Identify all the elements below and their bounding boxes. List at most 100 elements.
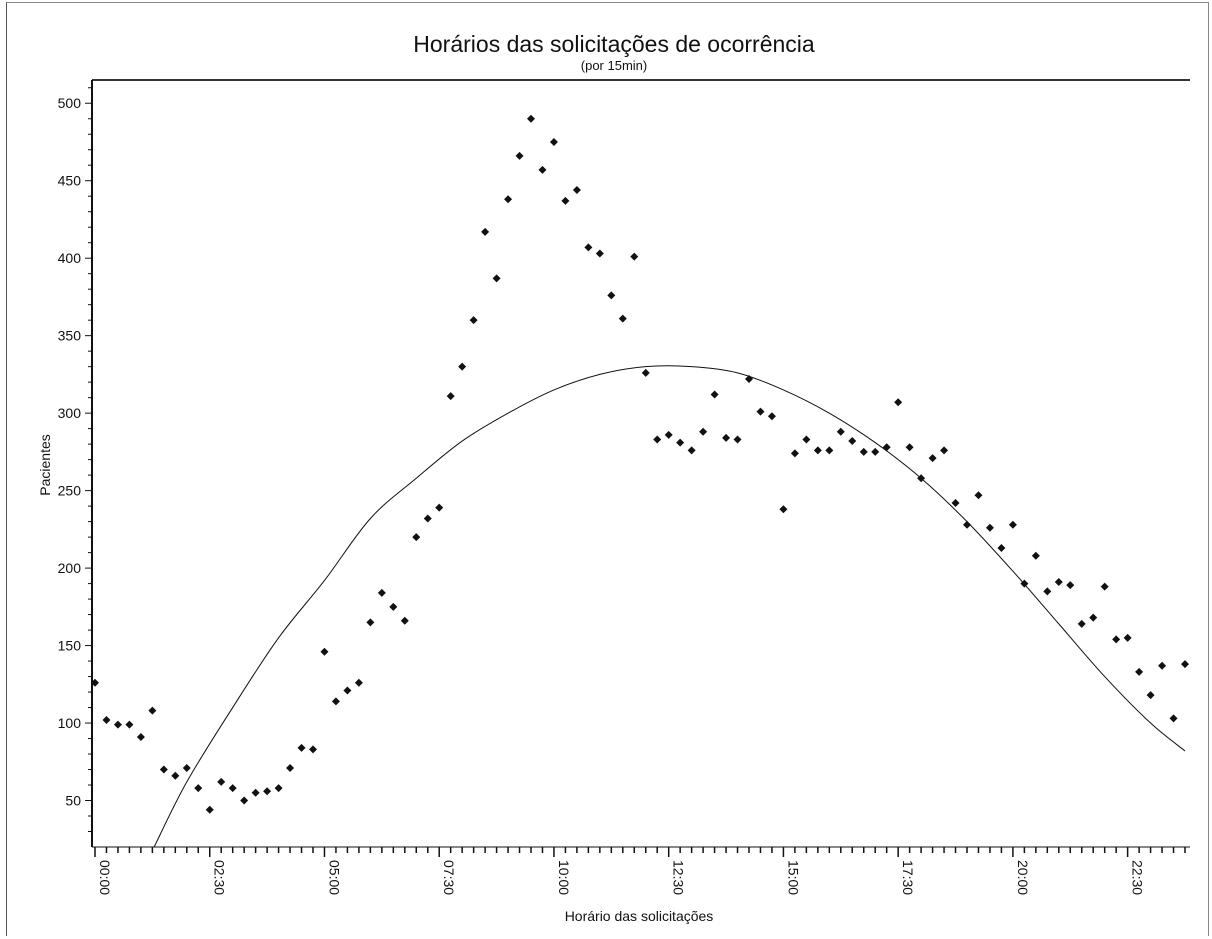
data-point (974, 491, 983, 500)
data-point (1158, 661, 1167, 670)
chart-title: Horários das solicitações de ocorrência (413, 31, 815, 57)
data-point (1066, 581, 1075, 590)
data-point (1123, 633, 1132, 642)
data-point (1008, 520, 1017, 529)
data-point (882, 443, 891, 452)
data-point (217, 777, 226, 786)
data-point (905, 443, 914, 452)
data-point (125, 720, 134, 729)
data-point (423, 514, 432, 523)
x-axis-ticks: 00:00 02:30 05:00 07:30 10:00 12:30 15:00 17:30… (94, 847, 1186, 895)
x-tick-label: 17:30 (900, 860, 916, 895)
data-point (963, 520, 971, 529)
data-point (389, 602, 398, 611)
y-tick-label: 100 (58, 715, 82, 731)
data-point (951, 499, 960, 508)
data-point (102, 715, 111, 724)
data-point (1031, 551, 1040, 560)
data-point (343, 686, 352, 695)
data-point (515, 151, 524, 160)
x-tick-label: 12:30 (671, 860, 687, 895)
y-tick-label: 350 (58, 328, 82, 344)
data-point (1089, 613, 1098, 622)
data-point (412, 533, 421, 542)
data-point (1135, 667, 1144, 676)
x-tick-label: 22:30 (1130, 860, 1146, 895)
data-point (205, 805, 214, 814)
data-point (446, 392, 455, 401)
data-point (825, 446, 834, 455)
data-point (228, 784, 237, 793)
chart-subtitle: (por 15min) (581, 58, 647, 73)
data-point (159, 765, 168, 774)
data-point (194, 784, 203, 793)
data-point (641, 368, 650, 377)
data-point (377, 588, 386, 597)
data-point (630, 252, 639, 261)
data-point (722, 433, 731, 442)
data-point (848, 437, 857, 446)
y-tick-label: 500 (58, 95, 82, 111)
data-point (182, 763, 191, 772)
data-point (1181, 660, 1189, 669)
data-point (767, 412, 776, 421)
data-point (1054, 578, 1063, 587)
y-tick-label: 250 (58, 483, 82, 499)
data-point (871, 447, 880, 456)
y-tick-label: 300 (58, 405, 82, 421)
data-point (1169, 714, 1178, 723)
data-point (113, 720, 122, 729)
data-point (458, 362, 467, 371)
data-point (813, 446, 822, 455)
data-point (320, 647, 329, 656)
data-point (859, 447, 868, 456)
data-point (1077, 619, 1086, 628)
data-point (251, 788, 260, 797)
data-point (699, 427, 708, 436)
data-point (584, 243, 593, 252)
data-point (779, 505, 788, 514)
data-point (940, 446, 949, 455)
x-tick-label: 20:00 (1015, 860, 1031, 895)
data-point (331, 697, 340, 706)
data-point (286, 763, 295, 772)
y-axis-label: Pacientes (37, 434, 53, 495)
data-point (91, 678, 99, 687)
data-point (1112, 635, 1121, 644)
data-point (400, 616, 409, 625)
x-tick-label: 07:30 (441, 860, 457, 895)
y-tick-label: 150 (58, 638, 82, 654)
data-point (435, 503, 444, 512)
data-point (618, 314, 627, 323)
data-point (985, 523, 994, 532)
data-point (894, 398, 903, 407)
data-point (1043, 587, 1052, 596)
data-point (504, 195, 513, 204)
data-point (676, 438, 685, 447)
data-point (653, 435, 662, 444)
chart-frame (6, 2, 1209, 936)
data-point (790, 449, 799, 458)
x-axis-label: Horário das solicitações (565, 908, 714, 924)
data-point (745, 375, 753, 384)
data-point (664, 430, 673, 439)
x-tick-label: 00:00 (97, 860, 113, 895)
data-point (263, 787, 272, 796)
y-axis-ticks: 50 100 150 200 250 300 350 400 450 500 (58, 87, 92, 833)
data-point (733, 435, 742, 444)
x-tick-label: 02:30 (212, 860, 228, 895)
y-tick-label: 50 (65, 793, 81, 809)
trendline (153, 365, 1186, 848)
data-point (171, 771, 180, 780)
data-point (240, 796, 249, 805)
data-point (710, 390, 719, 399)
data-point (1020, 579, 1029, 588)
data-point (366, 618, 375, 627)
y-tick-label: 400 (58, 250, 82, 266)
data-point (297, 743, 306, 752)
data-point (538, 165, 547, 174)
data-points (91, 114, 1189, 814)
data-point (687, 446, 696, 455)
data-point (997, 543, 1006, 552)
